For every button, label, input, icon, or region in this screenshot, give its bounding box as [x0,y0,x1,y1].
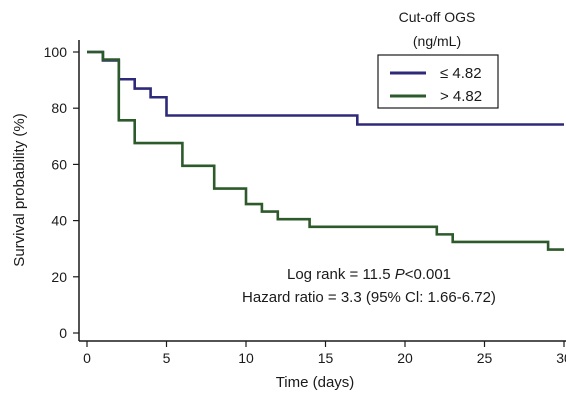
x-axis-title: Time (days) [276,374,355,391]
x-tick-label: 0 [83,350,91,366]
x-tick-label: 15 [318,350,334,366]
legend-title-line2: (ng/mL) [413,33,461,49]
stats-annotation: Log rank = 11.5 P<0.001 Hazard ratio = 3… [242,266,496,306]
legend-box [377,54,499,109]
x-tick-label: 25 [477,350,493,366]
y-tick-label: 100 [44,44,68,60]
x-tick-label: 5 [163,350,171,366]
legend-label-low: ≤ 4.82 [440,65,482,82]
hazard-ratio-text: Hazard ratio = 3.3 (95% Cl: 1.66-6.72) [242,289,496,306]
legend: Cut-off OGS (ng/mL) ≤ 4.82 > 4.82 [377,9,499,109]
x-tick-label: 20 [397,350,413,366]
series-layer [87,50,564,251]
y-axis-title: Survival probability (%) [11,113,28,266]
y-tick-label: 60 [51,156,67,172]
y-tick-label: 80 [51,100,67,116]
log-rank-text: Log rank = 11.5 P<0.001 [287,266,451,283]
legend-label-high: > 4.82 [440,88,482,105]
y-ticks: 0 20 40 60 80 100 [44,44,79,341]
x-tick-label: 30 [556,350,566,366]
x-tick-label: 10 [238,350,254,366]
log-rank-p-value: <0.001 [405,266,451,283]
survival-curve-high [87,50,564,251]
y-tick-label: 40 [51,213,67,229]
x-ticks: 0 5 10 15 20 25 30 [83,341,566,366]
log-rank-p-label: P [395,266,405,283]
log-rank-prefix: Log rank = 11.5 [287,266,395,283]
y-tick-label: 0 [59,325,67,341]
legend-title-line1: Cut-off OGS [399,9,476,25]
y-tick-label: 20 [51,269,67,285]
